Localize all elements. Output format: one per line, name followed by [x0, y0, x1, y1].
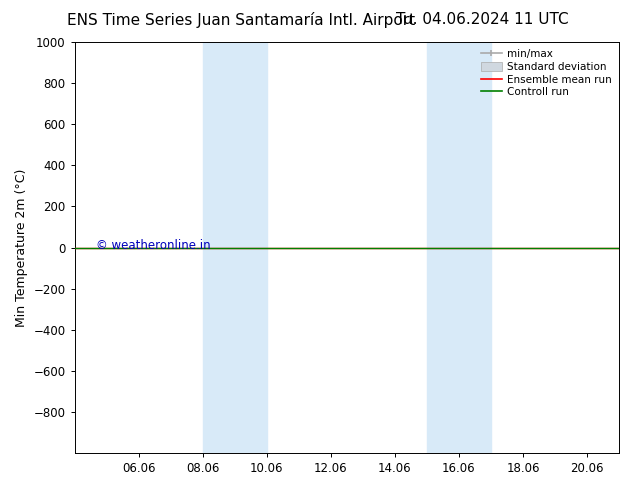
Text: Tu. 04.06.2024 11 UTC: Tu. 04.06.2024 11 UTC: [396, 12, 568, 27]
Text: © weatheronline.in: © weatheronline.in: [96, 239, 211, 252]
Y-axis label: Min Temperature 2m (°C): Min Temperature 2m (°C): [15, 169, 28, 327]
Bar: [203, 42, 267, 453]
Bar: [427, 42, 491, 453]
Text: ENS Time Series Juan Santamaría Intl. Airport: ENS Time Series Juan Santamaría Intl. Ai…: [67, 12, 415, 28]
Legend: min/max, Standard deviation, Ensemble mean run, Controll run: min/max, Standard deviation, Ensemble me…: [479, 47, 614, 99]
